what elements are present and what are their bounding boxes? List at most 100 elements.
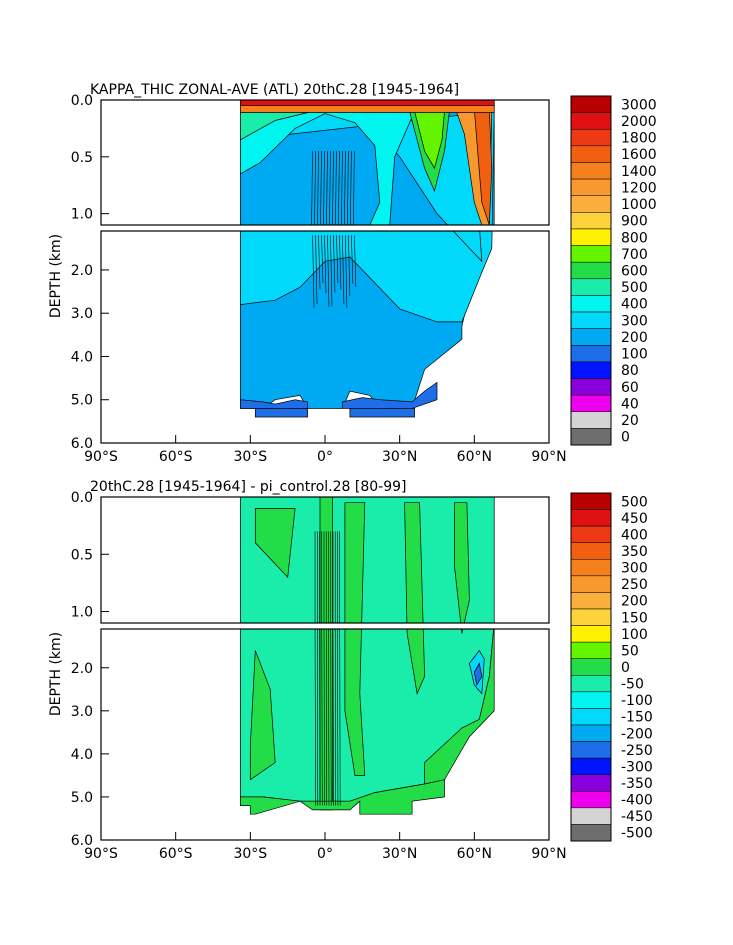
colorbar-swatch bbox=[570, 345, 612, 363]
colorbar-swatch bbox=[570, 791, 612, 809]
contour-region bbox=[473, 662, 483, 686]
colorbar-label: 0 bbox=[621, 430, 630, 446]
colorbar-label: 700 bbox=[621, 247, 648, 263]
y-tick-label: 0.5 bbox=[71, 547, 93, 563]
contour-line bbox=[326, 151, 328, 226]
y-tick-label: 6.0 bbox=[71, 833, 93, 849]
contour-region bbox=[404, 502, 425, 695]
contour-line bbox=[339, 235, 342, 290]
contour-line bbox=[353, 151, 355, 226]
contour-region bbox=[249, 650, 276, 781]
contour-line bbox=[323, 151, 325, 226]
colorbar-label: 2000 bbox=[621, 114, 657, 130]
colorbar-frame bbox=[570, 492, 612, 842]
colorbar-label: 900 bbox=[621, 214, 648, 230]
colorbar-swatch bbox=[570, 394, 612, 413]
colorbar-label: 150 bbox=[621, 610, 648, 626]
colorbar-swatch bbox=[570, 559, 612, 577]
x-tick-label: 90°S bbox=[84, 449, 118, 465]
x-tick-label: 60°S bbox=[159, 846, 193, 862]
colorbar: 500450400350300250200150100500-50-100-15… bbox=[570, 492, 653, 842]
contour-line bbox=[316, 622, 319, 806]
contour-line bbox=[348, 235, 351, 297]
contour-line bbox=[330, 235, 333, 307]
contour-line bbox=[351, 235, 354, 284]
y-tick-label: 1.0 bbox=[71, 207, 93, 223]
colorbar-label: 50 bbox=[621, 643, 639, 659]
colorbar-label: -300 bbox=[621, 759, 653, 775]
colorbar-swatch bbox=[570, 428, 612, 446]
contour-line bbox=[345, 235, 348, 309]
colorbar-label: 80 bbox=[621, 363, 639, 379]
contour-line bbox=[333, 235, 336, 293]
colorbar-swatch bbox=[570, 411, 612, 429]
frame-upper bbox=[100, 99, 550, 226]
colorbar-swatch bbox=[570, 295, 612, 313]
contour-line bbox=[318, 235, 321, 290]
contour-line bbox=[320, 151, 322, 226]
contour-line bbox=[354, 235, 357, 287]
colorbar-label: 300 bbox=[621, 313, 648, 329]
colorbar-label: -150 bbox=[621, 710, 653, 726]
colorbar-label: 350 bbox=[621, 544, 648, 560]
colorbar-label: 100 bbox=[621, 347, 648, 363]
y-tick-label: 1.0 bbox=[71, 605, 93, 621]
x-tick-label: 30°S bbox=[233, 846, 267, 862]
colorbar-label: 1200 bbox=[621, 180, 657, 196]
y-tick-label: 2.0 bbox=[71, 661, 93, 677]
contour-line bbox=[332, 622, 334, 806]
colorbar-swatch bbox=[570, 658, 612, 676]
colorbar-swatch bbox=[570, 128, 612, 147]
colorbar-label: 1800 bbox=[621, 131, 657, 147]
chart-title: 20thC.28 [1945-1964] - pi_control.28 [80… bbox=[90, 479, 406, 495]
contour-line bbox=[317, 151, 319, 226]
contour-region bbox=[240, 779, 445, 815]
contour-line bbox=[315, 235, 318, 304]
colorbar-swatch bbox=[570, 575, 612, 593]
x-tick-label: 90°N bbox=[531, 846, 566, 862]
contour-line bbox=[341, 151, 343, 226]
contour-line bbox=[336, 235, 339, 284]
contour-region bbox=[240, 399, 308, 409]
x-tick-label: 60°N bbox=[457, 846, 492, 862]
colorbar-label: -100 bbox=[621, 693, 653, 709]
colorbar-swatch bbox=[570, 228, 612, 246]
colorbar-swatch bbox=[570, 311, 612, 329]
contour-region bbox=[254, 508, 296, 578]
colorbar-swatch bbox=[570, 641, 612, 659]
colorbar-swatch bbox=[570, 178, 612, 196]
y-axis-label: DEPTH (km) bbox=[48, 632, 64, 716]
y-axis-label: DEPTH (km) bbox=[48, 234, 64, 318]
colorbar-label: -50 bbox=[621, 677, 644, 693]
colorbar-swatch bbox=[570, 95, 612, 113]
contour-line bbox=[350, 151, 352, 226]
y-tick-label: 3.0 bbox=[71, 306, 93, 322]
x-tick-label: 60°S bbox=[159, 449, 193, 465]
contour-region bbox=[240, 99, 495, 107]
colorbar-swatch bbox=[570, 112, 612, 130]
colorbar-swatch bbox=[570, 278, 612, 296]
x-tick-label: 30°N bbox=[382, 449, 417, 465]
contour-line bbox=[328, 622, 330, 806]
x-tick-label: 0° bbox=[317, 449, 333, 465]
colorbar-label: 200 bbox=[621, 330, 648, 346]
colorbar-frame bbox=[570, 95, 612, 446]
colorbar-label: 20 bbox=[621, 413, 639, 429]
colorbar-label: 200 bbox=[621, 594, 648, 610]
colorbar-label: 800 bbox=[621, 230, 648, 246]
y-tick-label: 4.0 bbox=[71, 747, 93, 763]
colorbar-label: 0 bbox=[621, 660, 630, 676]
contour-line bbox=[325, 622, 328, 806]
contour-line bbox=[311, 151, 313, 226]
colorbar-swatch bbox=[570, 328, 612, 346]
contour-line bbox=[338, 151, 340, 226]
colorbar-label: 1600 bbox=[621, 147, 657, 163]
y-tick-label: 4.0 bbox=[71, 349, 93, 365]
colorbar-swatch bbox=[570, 691, 612, 709]
x-tick-label: 30°N bbox=[382, 846, 417, 862]
colorbar-swatch bbox=[570, 592, 612, 610]
colorbar-swatch bbox=[570, 361, 612, 379]
colorbar-label: 250 bbox=[621, 577, 648, 593]
colorbar-label: 500 bbox=[621, 494, 648, 510]
